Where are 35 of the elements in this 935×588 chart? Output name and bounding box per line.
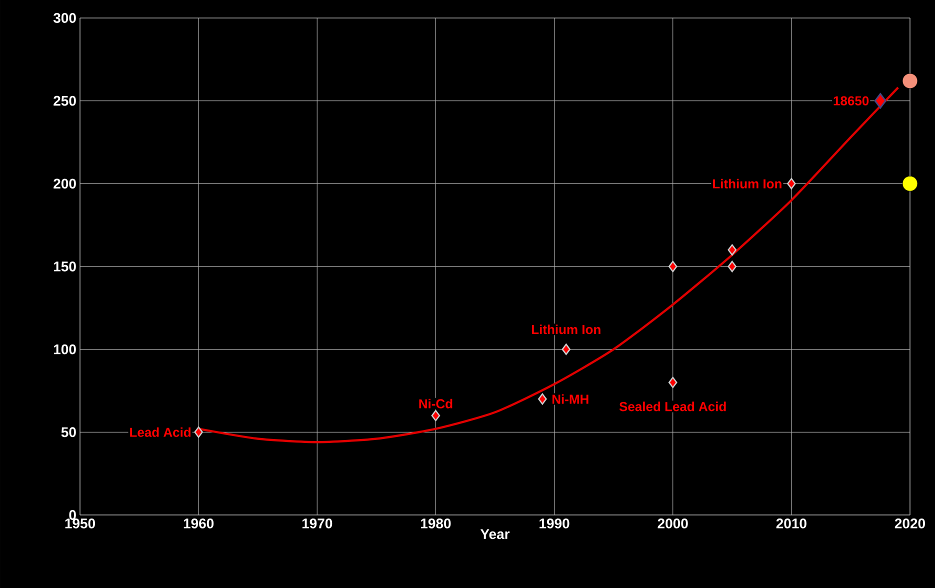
point bbox=[668, 260, 678, 272]
point bbox=[902, 73, 918, 89]
y-tick-label: 200 bbox=[54, 178, 76, 189]
x-tick-label: 1970 bbox=[302, 518, 332, 528]
x-tick-label: 2000 bbox=[658, 518, 688, 528]
annotation: Ni-Cd bbox=[419, 398, 452, 408]
point bbox=[194, 426, 203, 438]
annotation: Lithium Ion bbox=[532, 324, 600, 334]
y-tick-label: 100 bbox=[54, 344, 76, 354]
annotation: Lead Acid bbox=[130, 427, 191, 437]
point bbox=[538, 393, 547, 405]
point bbox=[787, 178, 796, 190]
point bbox=[728, 260, 737, 272]
x-tick-label: 1980 bbox=[421, 518, 451, 528]
point bbox=[902, 176, 918, 192]
y-tick-label: 300 bbox=[53, 13, 76, 23]
point bbox=[728, 244, 737, 256]
point bbox=[874, 93, 886, 109]
point bbox=[562, 344, 571, 355]
x-tick-label: 2010 bbox=[776, 518, 806, 528]
y-tick-label: 150 bbox=[54, 262, 76, 272]
y-tick-label: 0 bbox=[69, 510, 76, 520]
x-tick-label: 2020 bbox=[894, 518, 925, 528]
x-tick-label: 1990 bbox=[540, 518, 570, 528]
x-tick-label: 1950 bbox=[65, 518, 95, 528]
point bbox=[431, 410, 440, 422]
y-tick-label: 250 bbox=[54, 96, 76, 106]
annotation: Sealed Lead Acid bbox=[619, 402, 726, 412]
x-axis-title: Year bbox=[480, 529, 510, 540]
annotation: 18650 bbox=[834, 96, 869, 106]
annotation: Ni-MH bbox=[552, 394, 588, 404]
y-tick-label: 50 bbox=[61, 427, 76, 438]
x-tick-label: 1960 bbox=[184, 518, 214, 528]
point bbox=[668, 376, 678, 388]
annotation: Lithium Ion bbox=[713, 178, 782, 188]
